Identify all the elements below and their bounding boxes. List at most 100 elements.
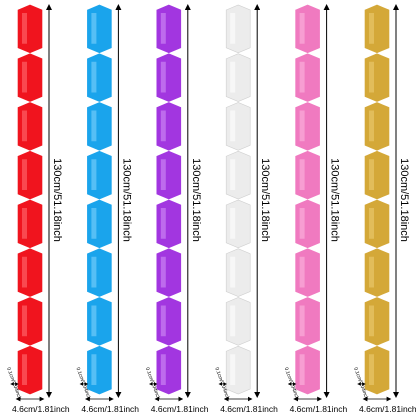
strip-highlight	[22, 305, 27, 337]
length-label: 130cm/51.18inch	[51, 158, 63, 242]
length-label: 130cm/51.18inch	[329, 158, 341, 242]
strip-segment	[17, 53, 43, 102]
strip-highlight	[299, 354, 305, 385]
strip-segment	[364, 199, 390, 249]
strip-segment	[364, 248, 390, 297]
strip-highlight	[91, 13, 97, 44]
strip-segment	[364, 297, 390, 346]
strip-segment	[364, 4, 390, 54]
strip-segment	[87, 248, 112, 297]
strip-segment	[156, 248, 182, 297]
strip-highlight	[299, 159, 305, 190]
strip-segment	[225, 297, 251, 346]
length-label: 130cm/51.18inch	[190, 158, 202, 242]
strip-segment	[87, 199, 112, 249]
strip-highlight	[230, 61, 236, 93]
strip-highlight	[91, 354, 97, 385]
strip-segment	[87, 53, 112, 102]
strip-segment	[17, 345, 43, 395]
strip-highlight	[369, 256, 374, 288]
strip-highlight	[230, 159, 236, 190]
strip-highlight	[160, 110, 166, 142]
strip-highlight	[22, 110, 27, 142]
strip-segment	[17, 248, 43, 297]
strip-highlight	[160, 61, 166, 93]
strip-segment	[364, 345, 390, 395]
length-label: 130cm/51.18inch	[259, 158, 271, 242]
strip-segment	[156, 297, 182, 346]
strip-highlight	[91, 208, 97, 239]
strip-segment	[295, 345, 320, 395]
strip-highlight	[160, 256, 166, 288]
strip-highlight	[299, 61, 305, 93]
length-label: 130cm/51.18inch	[120, 158, 132, 242]
strip-highlight	[91, 110, 97, 142]
strip-segment	[364, 150, 390, 200]
strip-highlight	[299, 13, 305, 44]
strip-segment	[295, 4, 320, 54]
strip-highlight	[91, 159, 97, 190]
strip-segment	[17, 4, 43, 54]
width-label: 4.6cm/1.81inch	[12, 404, 70, 414]
strip-segment	[17, 150, 43, 200]
width-label: 4.6cm/1.81inch	[81, 404, 139, 414]
strip-highlight	[22, 256, 27, 288]
width-label: 4.6cm/1.81inch	[151, 404, 209, 414]
strip-segment	[295, 102, 320, 151]
strip-highlight	[22, 354, 27, 385]
strip	[87, 4, 112, 395]
strip-segment	[295, 150, 320, 200]
width-label: 4.6cm/1.81inch	[359, 404, 416, 414]
strip-highlight	[160, 208, 166, 239]
strip-segment	[225, 53, 251, 102]
strip-segment	[156, 102, 182, 151]
strip-segment	[17, 199, 43, 249]
strip-highlight	[230, 256, 236, 288]
strip-highlight	[160, 305, 166, 337]
strip-highlight	[299, 305, 305, 337]
strip-highlight	[91, 61, 97, 93]
strip-segment	[225, 199, 251, 249]
strip-segment	[17, 102, 43, 151]
strip-segment	[87, 102, 112, 151]
strip-highlight	[91, 305, 97, 337]
strip-segment	[295, 53, 320, 102]
strip-highlight	[160, 159, 166, 190]
strip-segment	[364, 53, 390, 102]
strip	[17, 4, 43, 395]
strip-segment	[87, 4, 112, 54]
strip-segment	[156, 150, 182, 200]
strip-highlight	[91, 256, 97, 288]
strip-highlight	[369, 305, 374, 337]
width-label: 4.6cm/1.81inch	[220, 404, 278, 414]
strip-highlight	[22, 61, 27, 93]
strip-highlight	[230, 208, 236, 239]
strip-segment	[295, 297, 320, 346]
strip-segment	[156, 4, 182, 54]
strip-highlight	[369, 208, 374, 239]
strip-segment	[156, 199, 182, 249]
strip-highlight	[369, 159, 374, 190]
strip	[295, 4, 320, 395]
strip-segment	[225, 102, 251, 151]
strip-highlight	[369, 354, 374, 385]
strip-segment	[225, 150, 251, 200]
strip-segment	[225, 4, 251, 54]
strip-highlight	[230, 13, 236, 44]
strip-segment	[295, 248, 320, 297]
width-label: 4.6cm/1.81inch	[290, 404, 348, 414]
strip-highlight	[299, 208, 305, 239]
length-label: 130cm/51.18inch	[398, 158, 410, 242]
strip-highlight	[299, 256, 305, 288]
strip-highlight	[299, 110, 305, 142]
strip-highlight	[22, 208, 27, 239]
strip-segment	[87, 345, 112, 395]
strip-highlight	[160, 354, 166, 385]
strip-segment	[364, 102, 390, 151]
strip	[364, 4, 390, 395]
strip-highlight	[230, 305, 236, 337]
strip-segment	[17, 297, 43, 346]
strip-highlight	[22, 13, 27, 44]
strip-segment	[156, 53, 182, 102]
